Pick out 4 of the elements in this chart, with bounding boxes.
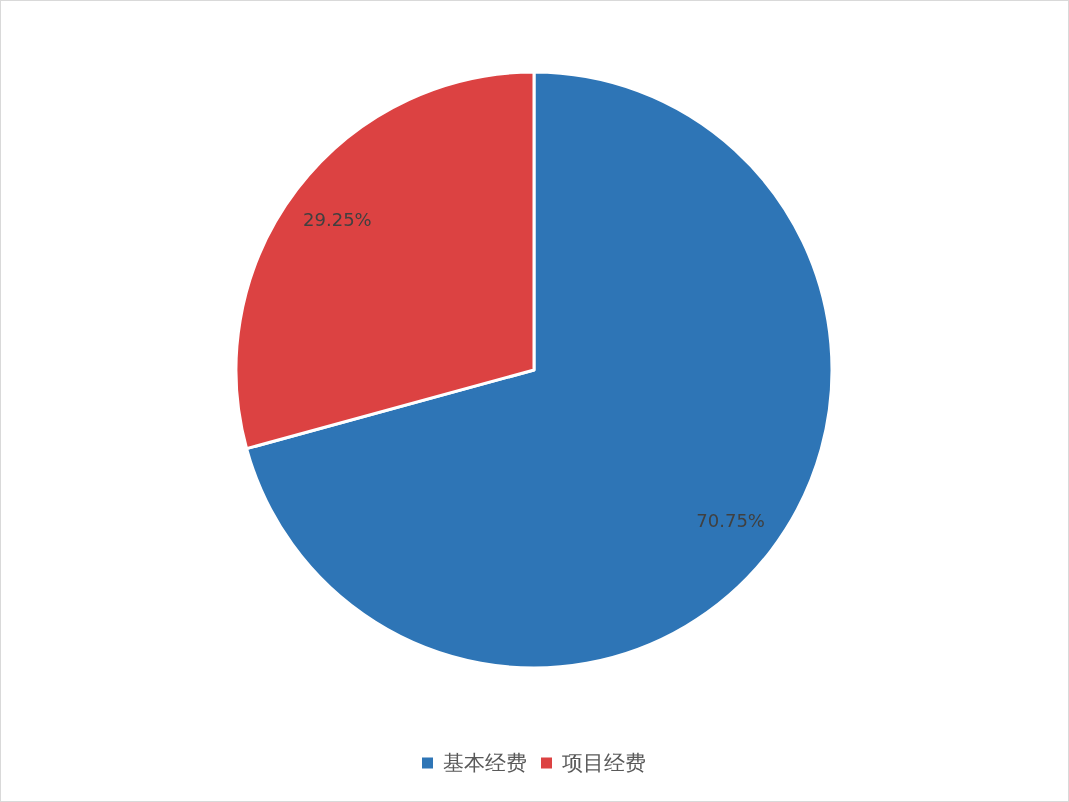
data-label: 29.25% xyxy=(303,209,372,231)
legend-label: 基本经费 xyxy=(443,751,527,775)
data-label: 70.75% xyxy=(696,509,765,531)
legend-label: 项目经费 xyxy=(562,751,646,775)
